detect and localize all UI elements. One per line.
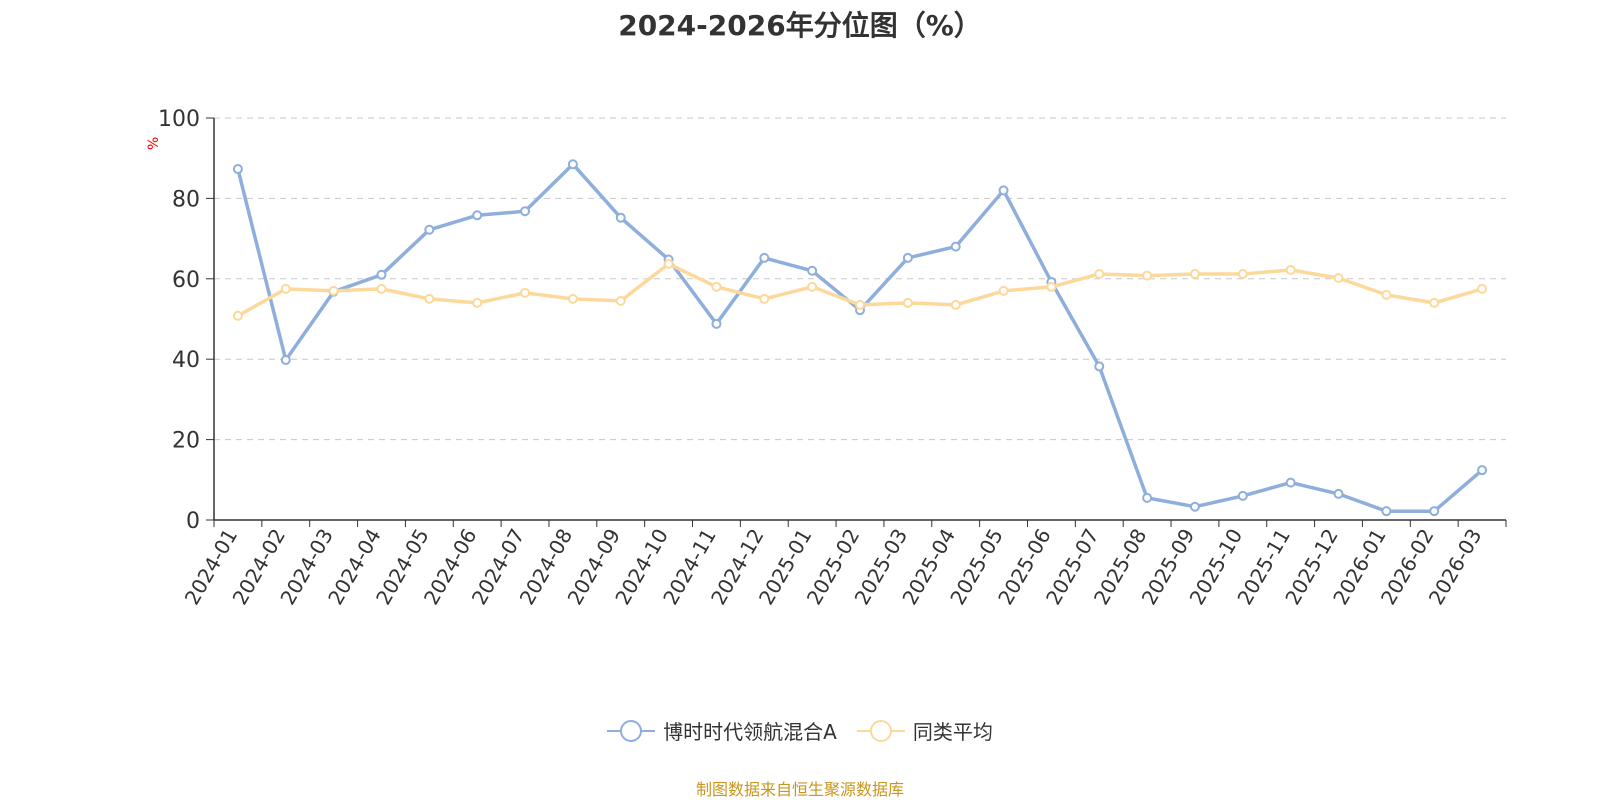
data-point	[759, 293, 770, 304]
data-point	[472, 210, 483, 221]
data-point	[232, 310, 243, 321]
y-tick-label: 80	[172, 187, 200, 212]
data-point	[567, 159, 578, 170]
data-point	[1142, 492, 1153, 503]
data-point	[663, 258, 674, 269]
data-point	[902, 297, 913, 308]
data-point	[1429, 506, 1440, 517]
data-point	[615, 295, 626, 306]
data-point	[1477, 283, 1488, 294]
data-point	[520, 287, 531, 298]
legend-item-peer-average[interactable]: 同类平均	[856, 716, 993, 745]
data-point	[1237, 490, 1248, 501]
data-point	[1189, 268, 1200, 279]
data-point	[1429, 297, 1440, 308]
data-point	[1477, 465, 1488, 476]
data-point	[376, 283, 387, 294]
data-point	[902, 252, 913, 263]
data-point	[1381, 506, 1392, 517]
legend-label-peer-average: 同类平均	[912, 720, 993, 744]
data-point	[567, 293, 578, 304]
data-point	[711, 318, 722, 329]
data-point	[1333, 272, 1344, 283]
y-tick-label: 20	[172, 429, 200, 454]
data-point	[1046, 281, 1057, 292]
chart-title: 2024-2026年分位图（%）	[618, 9, 982, 42]
data-point	[1094, 361, 1105, 372]
y-tick-label: 60	[172, 268, 200, 293]
data-point	[1189, 501, 1200, 512]
data-point	[1285, 264, 1296, 275]
y-tick-label: 40	[172, 348, 200, 373]
data-point	[855, 299, 865, 310]
data-point	[807, 265, 818, 276]
data-point	[1333, 488, 1344, 499]
legend-swatch-fund	[607, 719, 656, 742]
data-point	[711, 281, 722, 292]
data-point	[280, 355, 291, 366]
data-point	[328, 285, 339, 296]
data-point	[376, 269, 387, 280]
data-point	[232, 164, 243, 175]
data-point	[472, 297, 483, 308]
data-point	[1094, 268, 1105, 279]
y-tick-label: 0	[186, 509, 200, 534]
data-point	[1142, 270, 1153, 281]
data-point	[424, 293, 435, 304]
data-source-note: 制图数据来自恒生聚源数据库	[695, 780, 904, 799]
data-point	[998, 285, 1009, 296]
legend-item-fund[interactable]: 博时时代领航混合A	[607, 716, 837, 745]
data-point	[998, 185, 1009, 196]
data-point	[280, 283, 291, 294]
legend: 博时时代领航混合A 同类平均	[0, 716, 1600, 745]
data-point	[759, 252, 770, 263]
data-point	[424, 224, 435, 235]
data-point	[1237, 268, 1248, 279]
data-point	[1285, 477, 1296, 488]
legend-label-fund: 博时时代领航混合A	[663, 720, 837, 744]
legend-swatch-peer-average	[856, 719, 905, 742]
series-line-0	[236, 162, 1484, 513]
data-point	[520, 206, 531, 217]
data-point	[950, 241, 961, 252]
data-point	[1381, 289, 1392, 300]
y-tick-label: 100	[158, 107, 200, 132]
data-point	[807, 281, 818, 292]
data-point	[615, 212, 626, 223]
data-point	[950, 299, 961, 310]
line-chart: 0204060801002024-012024-022024-032024-04…	[158, 107, 1507, 609]
